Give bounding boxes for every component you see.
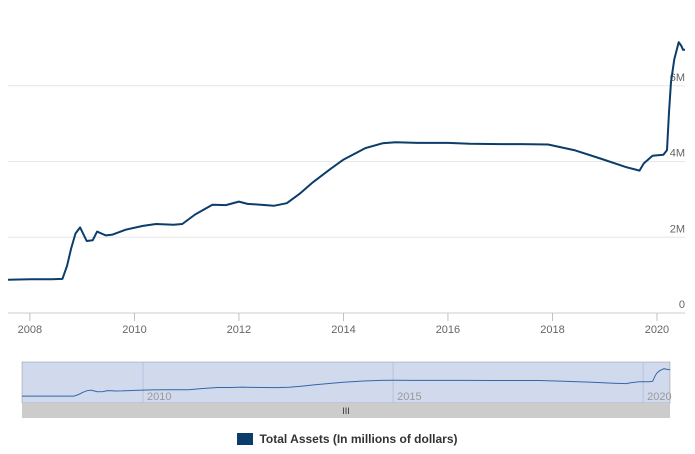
legend-item[interactable]: Total Assets (In millions of dollars) — [237, 432, 458, 446]
y-axis: 0 2M 4M 6M — [670, 72, 685, 311]
legend-label: Total Assets (In millions of dollars) — [259, 432, 458, 446]
x-tick-label: 2020 — [645, 324, 669, 336]
x-tick-label: 2014 — [331, 324, 355, 336]
y-tick-label: 2M — [670, 223, 685, 235]
navigator-tick-label: 2020 — [647, 391, 671, 403]
navigator-tick-label: 2010 — [147, 391, 171, 403]
grid-layer — [8, 85, 685, 314]
series-layer — [7, 41, 685, 281]
y-tick-label: 6M — [670, 72, 685, 84]
line-chart: 0 2M 4M 6M 2008 2010 2012 2014 2016 2018 2020 201… — [7, 41, 685, 418]
legend-swatch — [237, 433, 254, 445]
x-tick-label: 2008 — [18, 324, 42, 336]
navigator-series-line — [22, 368, 670, 397]
navigator-tick-label: 2015 — [397, 391, 421, 403]
x-tick-label: 2012 — [227, 324, 251, 336]
x-tick-label: 2016 — [436, 324, 460, 336]
legend: Total Assets (In millions of dollars) — [0, 432, 695, 448]
range-navigator[interactable]: 2010 2015 2020 III — [21, 361, 672, 418]
series-line — [7, 41, 685, 281]
x-tick-label: 2018 — [540, 324, 564, 336]
y-tick-label: 0 — [679, 299, 685, 311]
y-tick-label: 4M — [670, 148, 685, 160]
navigator-scrollbar[interactable] — [22, 403, 670, 418]
x-axis: 2008 2010 2012 2014 2016 2018 2020 — [18, 313, 669, 336]
scrollbar-grip-icon[interactable]: III — [342, 406, 350, 416]
x-tick-label: 2010 — [122, 324, 146, 336]
